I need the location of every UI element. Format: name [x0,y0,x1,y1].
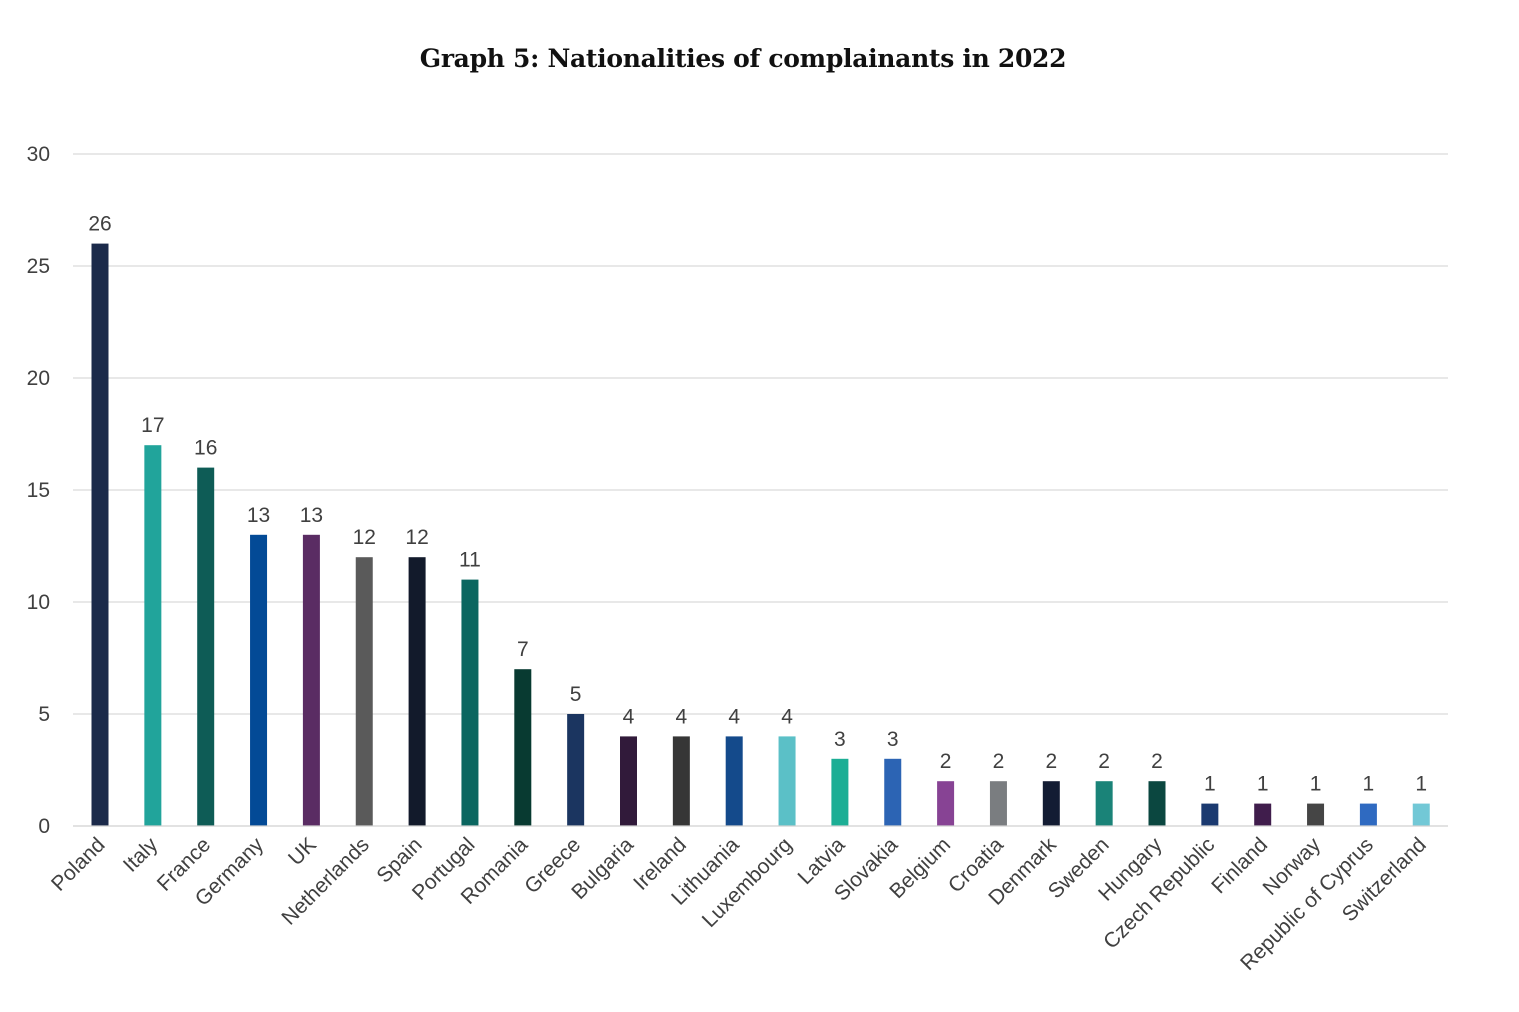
bar-republic-of-cyprus [1359,803,1377,826]
bar-norway [1307,803,1325,826]
data-label: 12 [353,526,376,549]
y-tick-label: 10 [27,591,50,614]
bar-luxembourg [778,736,796,826]
data-label: 13 [300,504,323,527]
bar-switzerland [1412,803,1430,826]
data-label: 4 [676,705,688,728]
data-label: 17 [141,414,164,437]
bar-greece [567,714,585,826]
data-label: 1 [1363,773,1375,796]
data-label: 12 [405,526,428,549]
data-label: 5 [570,683,582,706]
data-label: 4 [781,705,793,728]
category-label: UK [284,833,321,870]
y-tick-label: 25 [27,255,50,278]
bar-slovakia [884,758,902,826]
data-label: 26 [88,213,111,236]
data-label: 2 [1045,750,1057,773]
bar-germany [250,534,268,826]
bar-france [197,467,215,826]
data-label: 2 [940,750,952,773]
bar-latvia [831,758,849,826]
bar-spain [408,557,426,826]
data-label: 7 [517,638,529,661]
y-tick-label: 30 [27,143,50,166]
bar-portugal [461,579,479,826]
y-tick-label: 0 [38,815,50,838]
bar-uk [302,534,320,826]
data-label: 16 [194,437,217,460]
bar-italy [144,445,162,826]
bar-ireland [672,736,690,826]
bar-hungary [1148,781,1166,826]
chart-title: Graph 5: Nationalities of complainants i… [419,44,1067,73]
data-label: 1 [1204,773,1216,796]
bar-netherlands [355,557,373,826]
bar-romania [514,669,532,826]
bar-denmark [1042,781,1060,826]
data-label: 3 [834,728,846,751]
data-label: 4 [728,705,740,728]
gridlines [73,153,1448,715]
bar-sweden [1095,781,1113,826]
bar-bulgaria [620,736,637,826]
bar-finland [1254,803,1272,826]
y-tick-label: 5 [38,703,50,726]
y-axis-ticks: 0 5 10 15 20 25 30 [27,143,50,838]
y-tick-label: 20 [27,367,50,390]
data-label: 13 [247,504,270,527]
data-label: 1 [1257,773,1269,796]
bar-lithuania [725,736,743,826]
bar-croatia [989,781,1007,826]
data-label: 2 [1151,750,1163,773]
category-label: Poland [47,833,110,896]
y-tick-label: 15 [27,479,50,502]
data-label: 1 [1310,773,1322,796]
category-label: Italy [119,833,163,877]
data-label: 11 [459,549,481,572]
bar-belgium [937,781,955,826]
bar-czech-republic [1201,803,1219,826]
data-label: 1 [1415,773,1427,796]
data-label: 3 [887,728,899,751]
data-label: 2 [1098,750,1110,773]
bar-poland [91,243,109,827]
data-label: 4 [623,705,635,728]
data-label: 2 [993,750,1005,773]
bars [91,243,1430,827]
